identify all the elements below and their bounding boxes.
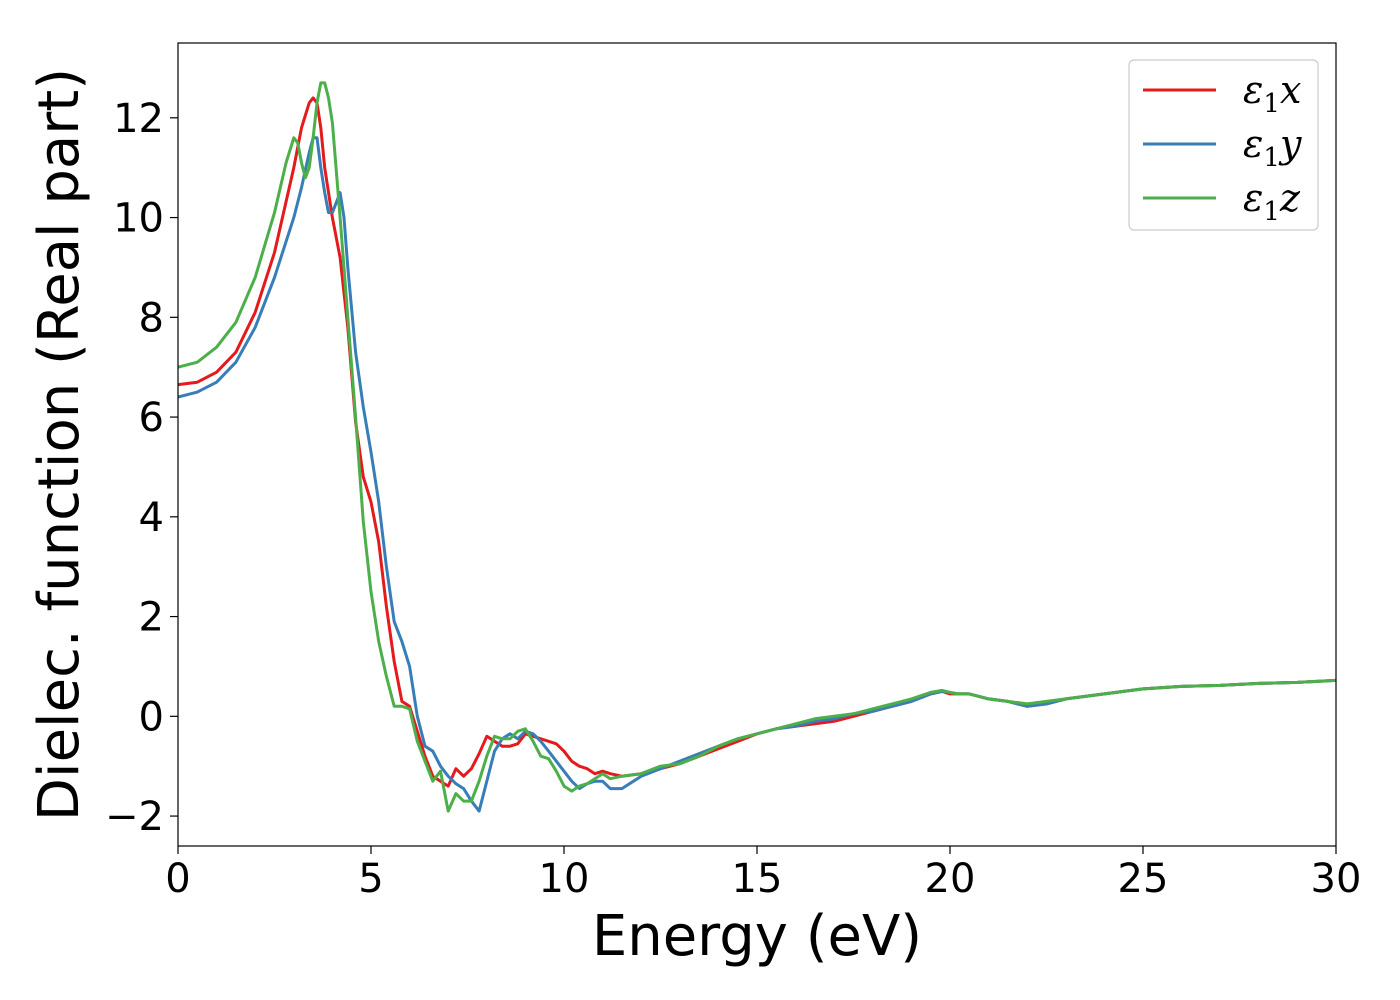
y-tick-label: 6 bbox=[139, 395, 164, 441]
x-tick-label: 20 bbox=[925, 856, 976, 902]
x-axis-title: Energy (eV) bbox=[592, 904, 922, 969]
y-tick-label: 4 bbox=[139, 495, 164, 541]
y-tick-label: 2 bbox=[139, 595, 164, 641]
series-line-y bbox=[178, 136, 1336, 813]
y-tick-label: 0 bbox=[139, 694, 164, 740]
y-axis: −2 0 2 4 6 8 10 12 bbox=[105, 96, 178, 840]
x-tick-label: 5 bbox=[358, 856, 383, 902]
legend-label: ε1x bbox=[1243, 68, 1301, 119]
legend-label: ε1y bbox=[1243, 122, 1302, 173]
x-tick-label: 30 bbox=[1311, 856, 1362, 902]
y-tick-label: 8 bbox=[139, 295, 164, 341]
x-tick-label: 15 bbox=[732, 856, 783, 902]
x-tick-label: 10 bbox=[539, 856, 590, 902]
legend-box bbox=[1128, 59, 1319, 231]
legend-label: ε1z bbox=[1243, 176, 1301, 227]
y-axis-title: Dielec. function (Real part) bbox=[27, 68, 92, 821]
y-tick-label: 12 bbox=[113, 96, 164, 142]
x-axis: 0 5 10 15 20 25 30 bbox=[165, 846, 1361, 902]
x-tick-label: 0 bbox=[165, 856, 190, 902]
series-line-z bbox=[178, 81, 1336, 813]
y-tick-label: 10 bbox=[113, 196, 164, 242]
x-tick-label: 25 bbox=[1118, 856, 1169, 902]
y-tick-label: −2 bbox=[105, 794, 164, 840]
